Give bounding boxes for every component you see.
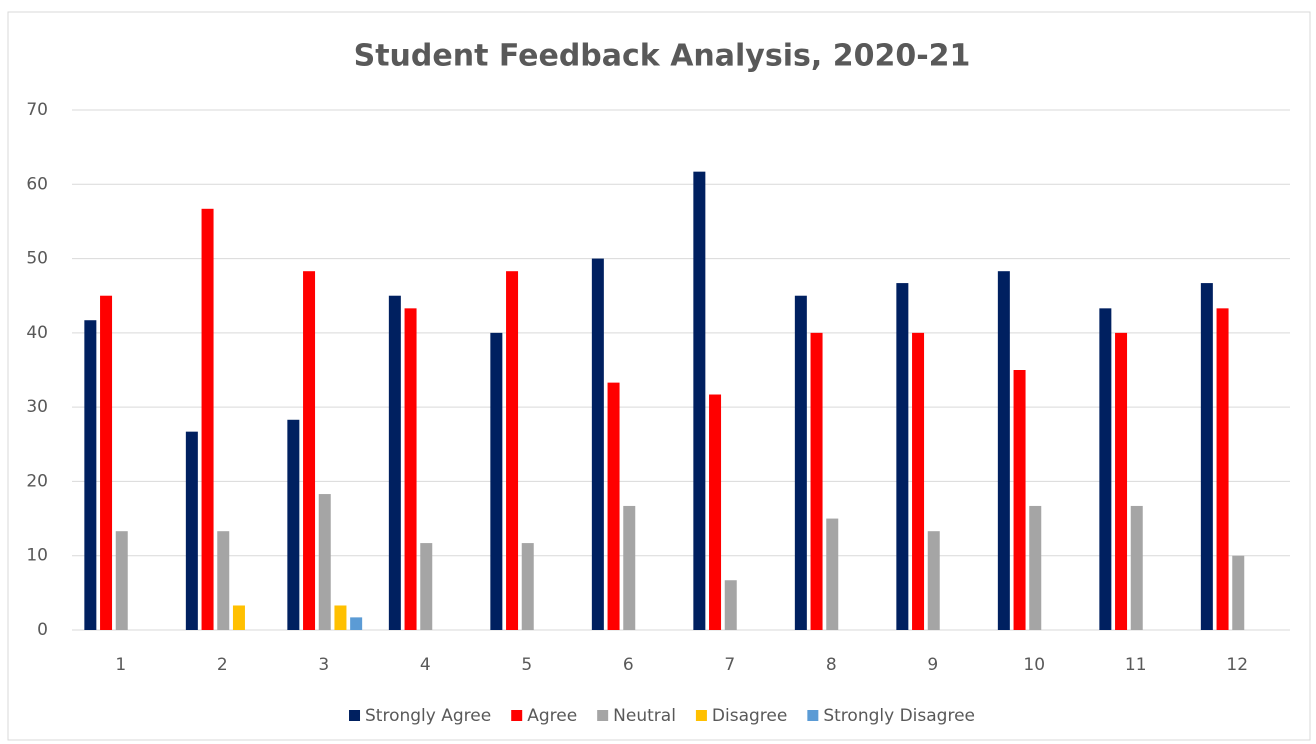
bar [232,605,245,630]
x-tick-label: 2 [217,655,228,675]
bar [912,332,925,630]
x-tick-label: 10 [1023,655,1045,675]
x-tick-label: 3 [318,655,329,675]
x-tick-label: 8 [826,655,837,675]
bar [1099,308,1112,630]
legend-label: Strongly Disagree [823,706,975,726]
bar [420,543,433,630]
x-tick-label: 5 [521,655,532,675]
bar [927,531,940,630]
bar [506,271,519,630]
bar [350,617,363,630]
bar [1115,332,1128,630]
legend-label: Agree [527,706,577,726]
bar [1216,308,1229,630]
bar [724,580,737,630]
bar [591,258,604,630]
bar [404,308,417,630]
bar [217,531,230,630]
x-tick-label: 12 [1226,655,1248,675]
x-tick-label: 1 [115,655,126,675]
bar [794,295,807,630]
bar [490,332,503,630]
bar [1232,555,1245,630]
legend-swatch [597,710,609,721]
bar [521,543,534,630]
x-tick-label: 9 [927,655,938,675]
y-tick-label: 10 [26,546,48,566]
bar [303,271,316,630]
y-tick-label: 70 [26,100,48,120]
y-tick-label: 50 [26,249,48,269]
x-tick-label: 6 [623,655,634,675]
bar [997,271,1010,630]
x-tick-label: 4 [420,655,431,675]
bar [84,320,97,630]
bar [623,505,636,630]
legend-label: Neutral [613,706,676,726]
legend-swatch [349,710,361,721]
chart-title: Student Feedback Analysis, 2020-21 [354,39,971,74]
bar [810,332,823,630]
bar [201,208,214,631]
y-tick-label: 20 [26,471,48,491]
bar [287,419,300,630]
bar [115,531,128,630]
bar [318,494,331,630]
bar [388,295,401,630]
bar [185,431,198,630]
bar [1029,505,1042,630]
legend-label: Strongly Agree [365,706,491,726]
bar [334,605,347,630]
legend-label: Disagree [712,706,787,726]
bar [607,382,620,630]
y-tick-label: 60 [26,174,48,194]
legend-swatch [511,710,523,721]
legend-swatch [695,710,707,721]
bar [693,171,706,630]
bar [896,283,909,630]
legend-swatch [807,710,819,721]
bar [1200,283,1213,630]
y-tick-label: 30 [26,397,48,417]
bar [709,394,722,630]
bar [100,295,113,630]
bar [1013,370,1026,630]
bar [1130,505,1143,630]
bar [826,518,839,630]
x-tick-label: 7 [724,655,735,675]
x-tick-label: 11 [1125,655,1147,675]
y-tick-label: 40 [26,323,48,343]
y-tick-label: 0 [37,620,48,640]
